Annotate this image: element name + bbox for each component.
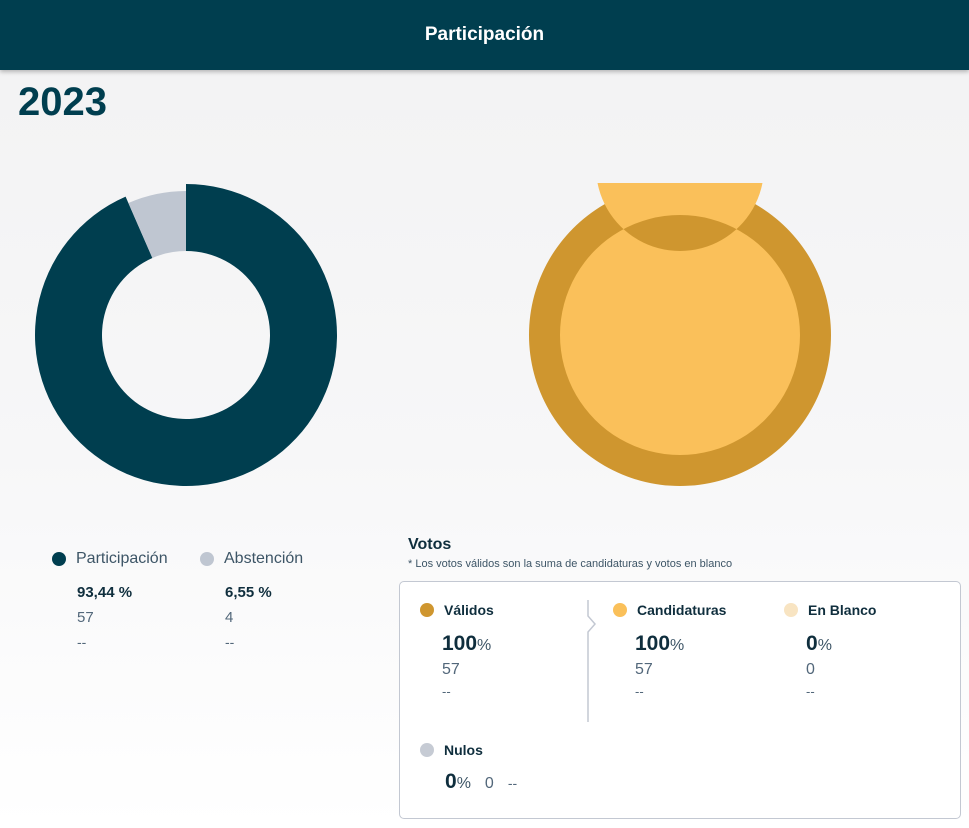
year-title: 2023 [18, 80, 107, 124]
participation-donut-chart [35, 184, 337, 487]
participacion-dot-icon [52, 552, 66, 566]
bracket-divider [587, 600, 596, 722]
votos-percent: 0 [806, 632, 818, 655]
legend-item-abstencion: Abstención 6,55 % 4 -- [200, 548, 330, 650]
votos-label: Válidos [444, 602, 494, 618]
votos-item-en-blanco: En Blanco 0% 0 -- [784, 600, 876, 699]
votos-percent: 100 [442, 632, 478, 655]
votos-percent-unit: % [456, 775, 471, 792]
votos-count: 57 [635, 661, 653, 678]
legend-label: Abstención [224, 550, 304, 567]
votos-title: Votos [408, 536, 452, 553]
candidaturas-dot-icon [613, 603, 627, 617]
votos-item-candidaturas: Candidaturas 100% 57 -- [613, 600, 726, 699]
header-bar: Participación [0, 0, 969, 70]
validos-dot-icon [420, 603, 434, 617]
legend-percent: 93,44 % [77, 584, 133, 601]
abstencion-slice[interactable] [128, 191, 186, 259]
votos-panel: Válidos 100% 57 -- Candidaturas 100% 57 … [399, 581, 961, 819]
legend-item-participacion: Participación 93,44 % 57 -- [52, 548, 172, 650]
votos-count: 0 [484, 775, 494, 792]
nulos-dot-icon [420, 743, 434, 757]
votos-label: Nulos [444, 742, 483, 758]
votos-item-validos: Válidos 100% 57 -- [420, 600, 494, 699]
legend-extra: -- [77, 634, 87, 650]
votos-extra: -- [507, 775, 518, 791]
legend-count: 57 [77, 609, 94, 626]
votos-extra: -- [442, 684, 451, 699]
votos-note: * Los votos válidos son la suma de candi… [408, 558, 733, 570]
votos-item-nulos: Nulos 0% 0 -- [420, 740, 517, 794]
votos-percent-unit: % [817, 637, 832, 654]
en-blanco-dot-icon [784, 603, 798, 617]
votos-percent: 100 [635, 632, 671, 655]
votos-count: 0 [806, 661, 815, 678]
votos-extra: -- [806, 684, 815, 699]
participacion-slice[interactable] [35, 184, 337, 487]
header-title: Participación [424, 24, 545, 45]
votos-percent-unit: % [477, 637, 492, 654]
candidaturas-ring [560, 183, 800, 455]
legend-label: Participación [76, 550, 168, 567]
participation-legend: Participación 93,44 % 57 -- Abstención 6… [52, 548, 330, 650]
legend-count: 4 [225, 609, 234, 626]
votos-count: 57 [442, 661, 460, 678]
votes-donut-chart [529, 183, 831, 486]
votos-label: En Blanco [808, 602, 877, 618]
votos-percent-unit: % [670, 637, 685, 654]
legend-extra: -- [225, 634, 235, 650]
legend-percent: 6,55 % [225, 584, 272, 601]
votos-label: Candidaturas [637, 602, 727, 618]
abstencion-dot-icon [200, 552, 214, 566]
votos-percent: 0 [445, 770, 457, 793]
votos-extra: -- [635, 684, 644, 699]
